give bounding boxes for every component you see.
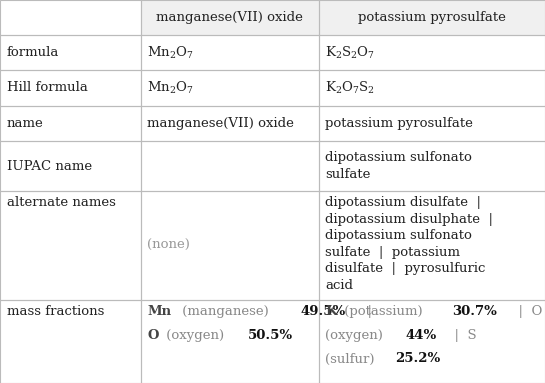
Bar [141,300,319,383]
Text: mass fractions: mass fractions [7,305,104,318]
Text: $\mathregular{K_2O_7S_2}$: $\mathregular{K_2O_7S_2}$ [325,80,375,96]
Text: 49.5%: 49.5% [301,305,346,318]
Text: 44%: 44% [405,329,437,342]
Text: |: | [359,305,372,318]
Text: manganese(VII) oxide: manganese(VII) oxide [156,11,303,24]
Bar [319,300,545,383]
Bar [319,0,545,35]
Bar [319,0,545,35]
Text: K: K [325,305,337,318]
Text: (none): (none) [147,239,190,252]
Text: 50.5%: 50.5% [247,329,293,342]
Text: O: O [147,329,159,342]
Bar [0,300,141,383]
Text: potassium pyrosulfate: potassium pyrosulfate [358,11,506,24]
Bar [0,106,141,141]
Bar [0,35,141,70]
Bar [319,70,545,106]
Text: (potassium): (potassium) [341,305,427,318]
Bar [0,70,141,106]
Text: (sulfur): (sulfur) [325,352,379,365]
Bar [0,192,141,300]
Text: formula: formula [7,46,59,59]
Text: (oxygen): (oxygen) [325,329,387,342]
Text: (oxygen): (oxygen) [162,329,228,342]
Text: alternate names: alternate names [7,196,116,210]
Bar [141,106,319,141]
Text: |  S: | S [446,329,476,342]
Bar [141,141,319,192]
Bar [141,0,319,35]
Text: IUPAC name: IUPAC name [7,160,92,173]
Text: $\mathregular{Mn_2O_7}$: $\mathregular{Mn_2O_7}$ [147,80,194,96]
Text: $\mathregular{K_2S_2O_7}$: $\mathregular{K_2S_2O_7}$ [325,45,376,61]
Text: 30.7%: 30.7% [452,305,498,318]
Text: (manganese): (manganese) [178,305,273,318]
Bar [0,141,141,192]
Bar [141,70,319,106]
Text: dipotassium disulfate  |
dipotassium disulphate  |
dipotassium sulfonato
sulfate: dipotassium disulfate | dipotassium disu… [325,196,493,292]
Text: potassium pyrosulfate: potassium pyrosulfate [325,117,473,130]
Text: $\mathregular{Mn_2O_7}$: $\mathregular{Mn_2O_7}$ [147,45,194,61]
Bar [319,192,545,300]
Bar [141,192,319,300]
Text: 25.2%: 25.2% [395,352,440,365]
Text: manganese(VII) oxide: manganese(VII) oxide [147,117,294,130]
Bar [319,141,545,192]
Bar [141,0,319,35]
Bar [319,106,545,141]
Bar [141,35,319,70]
Text: dipotassium sulfonato
sulfate: dipotassium sulfonato sulfate [325,151,472,181]
Bar [0,0,141,35]
Text: Mn: Mn [147,305,171,318]
Bar [319,35,545,70]
Text: |  O: | O [510,305,543,318]
Text: Hill formula: Hill formula [7,82,87,95]
Text: name: name [7,117,43,130]
